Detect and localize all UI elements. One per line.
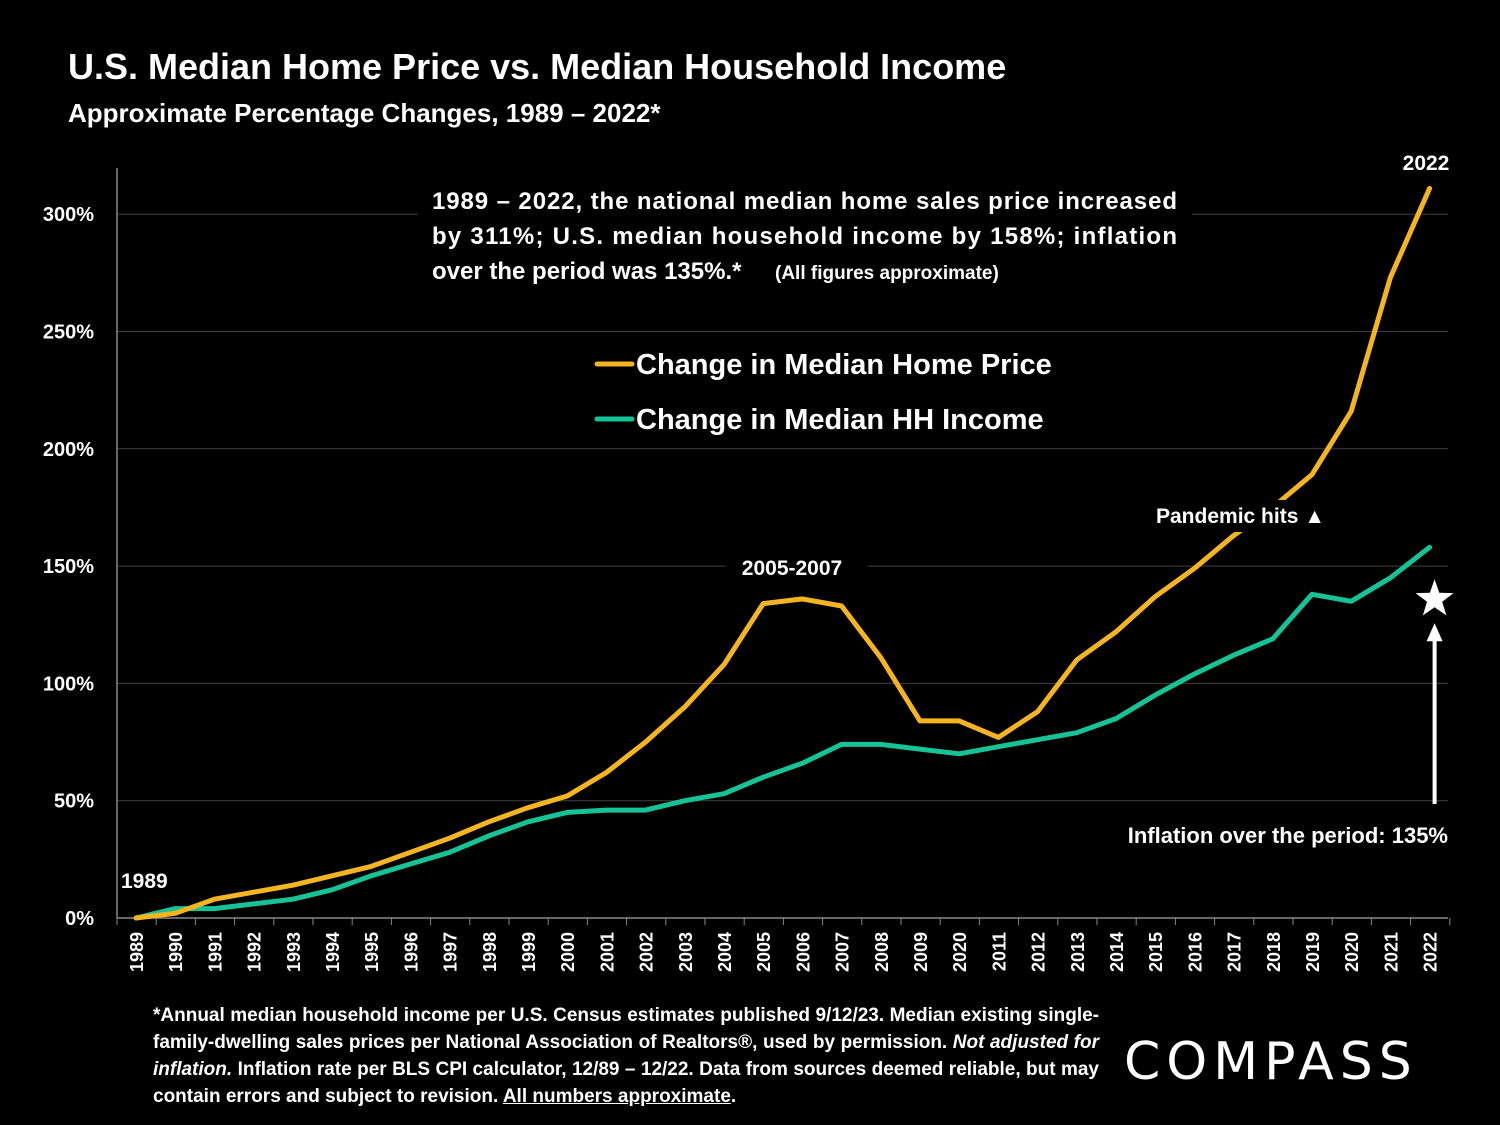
summary-background — [418, 180, 1192, 292]
x-tick-label: 2011 — [989, 932, 1009, 971]
x-tick-label: 1990 — [166, 932, 186, 972]
boom-label-background — [726, 552, 868, 582]
annotation-pandemic: Pandemic hits ▲ — [1156, 505, 1325, 528]
series-lines — [133, 185, 1433, 921]
x-tick-label: 2021 — [1381, 932, 1401, 972]
x-tick-label: 1992 — [245, 932, 265, 972]
y-tick-label: 200% — [43, 439, 94, 461]
summary-line: 1989 – 2022, the national median home sa… — [432, 188, 1177, 215]
x-tick-label: 2020 — [950, 932, 970, 972]
x-tick-label: 2007 — [833, 932, 853, 972]
x-tick-label: 1989 — [127, 932, 147, 972]
y-tick-labels: 0% 50% 100% 150% 200% 250% 300% — [43, 204, 94, 930]
x-tick-label: 2003 — [676, 932, 696, 972]
x-tick-label: 1991 — [205, 932, 225, 972]
x-tick-label: 2019 — [1303, 932, 1323, 972]
x-tick-label: 1998 — [480, 932, 500, 972]
summary-annotation: 1989 – 2022, the national median home sa… — [418, 180, 1192, 292]
inflation-star-icon — [1415, 579, 1454, 616]
x-tick-label: 1995 — [362, 932, 382, 972]
x-tick-label: 2009 — [911, 932, 931, 972]
y-tick-label: 150% — [43, 556, 94, 578]
x-tick-label: 2005 — [754, 932, 774, 972]
x-tick-label: 2000 — [558, 932, 578, 972]
inflation-arrowhead-icon — [1426, 623, 1443, 642]
line-chart: 0%50%100%150%200%250%300% 1989 1990 1991 19… — [43, 152, 1454, 972]
annotation-2022: 2022 — [1403, 152, 1450, 175]
x-tick-label: 2020 — [1342, 932, 1362, 972]
summary-text: 1989 – 2022, the national median home sa… — [432, 188, 1177, 285]
income-line — [133, 544, 1433, 921]
footnote-all-numbers-approx: All numbers approximate — [502, 1086, 731, 1107]
x-tick-label: 2017 — [1225, 932, 1245, 972]
summary-line: by 311%; U.S. median household income by… — [432, 223, 1177, 250]
x-tick-label: 2022 — [1421, 932, 1441, 972]
footnote-not-adjusted: Not adjusted for inflation. — [153, 1032, 1099, 1080]
chart-title: U.S. Median Home Price vs. Median Househ… — [68, 46, 1007, 87]
summary-small: (All figures approximate) — [775, 263, 999, 284]
footnote: *Annual median household income per U.S.… — [153, 1002, 1099, 1110]
x-tick-label: 2012 — [1029, 932, 1049, 972]
x-tick-label: 2006 — [793, 932, 813, 972]
annotation-2005-2007: 2005-2007 — [742, 557, 842, 580]
x-tick-label: 2002 — [637, 932, 657, 972]
x-tick-label: 1993 — [284, 932, 304, 972]
y-tick-label: 300% — [43, 204, 94, 226]
pandemic-label-background — [1140, 500, 1340, 532]
footnote-part1: *Annual median household income per U.S.… — [153, 1005, 1099, 1053]
x-tick-label: 1996 — [401, 932, 421, 972]
axes — [116, 168, 1451, 925]
summary-line: over the period was 135%.* — [432, 258, 742, 285]
legend-label: Change in Median Home Price — [636, 349, 1052, 381]
x-tick-label: 2018 — [1264, 932, 1284, 972]
x-tick-labels: 1989 1990 1991 1992 1993 1994 1995 1996 1997 1998… — [127, 932, 1441, 972]
x-tick-label: 2004 — [715, 932, 735, 972]
annotation-1989: 1989 — [121, 870, 168, 893]
compass-logo: COMPASS — [1124, 1032, 1418, 1092]
x-tick-label: 2013 — [1068, 932, 1088, 972]
x-tick-label: 2015 — [1146, 932, 1166, 972]
legend-label: Change in Median HH Income — [636, 404, 1044, 436]
annotation-inflation: Inflation over the period: 135% — [1128, 823, 1448, 848]
y-tick-label: 250% — [43, 322, 94, 344]
legend: Change in Median Home Price Change in Med… — [594, 349, 1052, 436]
annotations: 1989 2022 2005-2007 Pandemic hits ▲ Inflatio… — [121, 152, 1454, 893]
chart-subtitle: Approximate Percentage Changes, 1989 – 2… — [68, 98, 661, 128]
x-tick-label: 2001 — [597, 932, 617, 972]
y-tick-label: 50% — [54, 791, 94, 813]
footnote-period: . — [730, 1086, 737, 1107]
x-tick-label: 2008 — [872, 932, 892, 972]
footnote-part3: Inflation rate per BLS CPI calculator, 1… — [153, 1059, 1099, 1107]
x-tick-label: 2016 — [1185, 932, 1205, 972]
home-price-line — [133, 185, 1433, 921]
y-tick-label: 0% — [65, 908, 94, 930]
x-tick-label: 1997 — [441, 932, 461, 972]
y-tick-label: 100% — [43, 673, 94, 695]
x-tick-label: 1994 — [323, 932, 343, 972]
x-tick-label: 1999 — [519, 932, 539, 972]
x-tick-label: 2014 — [1107, 932, 1127, 972]
